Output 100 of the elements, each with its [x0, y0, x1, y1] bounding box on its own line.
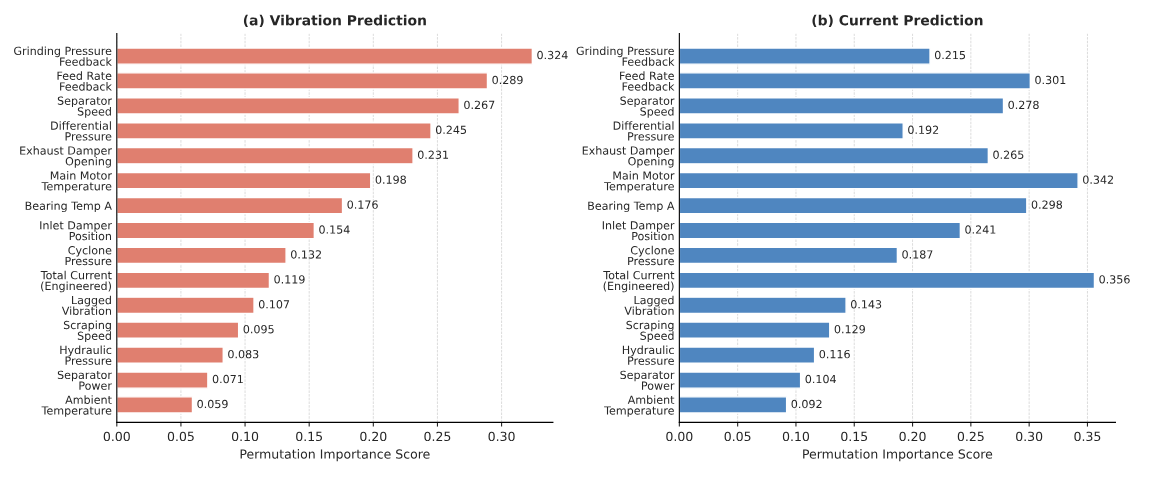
x-tick-label: 0.10	[782, 431, 810, 442]
x-tick-label: 0.25	[424, 431, 451, 442]
y-tick-label: Ambient Temperature	[41, 395, 112, 417]
data-label: 0.187	[902, 250, 933, 259]
x-axis-title: Permutation Importance Score	[240, 449, 430, 462]
bar	[116, 72, 489, 90]
data-label: 0.192	[908, 125, 939, 135]
y-tick-label: Hydraulic Pressure	[622, 345, 674, 365]
x-tick-label: 0.30	[1016, 431, 1043, 442]
x-tick-label: 0.10	[231, 431, 259, 442]
y-tick-label: Inlet Damper Position	[602, 220, 675, 241]
chart-title: (a) Vibration Prediction	[243, 14, 426, 28]
y-tick-label: Feed Rate Feedback	[57, 71, 112, 91]
bar	[679, 346, 816, 364]
x-tick-label: 0.20	[360, 431, 387, 442]
y-tick-label: Total Current (Engineered)	[603, 270, 675, 293]
bar	[679, 122, 904, 140]
bar	[679, 97, 1005, 115]
x-axis-title: Permutation Importance Score	[803, 449, 993, 462]
bar	[116, 371, 209, 389]
y-tick-label: Lagged Vibration	[624, 295, 674, 316]
data-label: 0.107	[258, 300, 290, 309]
y-tick-label: Inlet Damper Position	[40, 220, 112, 241]
data-label: 0.356	[1099, 275, 1130, 284]
data-label: 0.083	[228, 349, 259, 359]
bar	[116, 97, 460, 115]
data-label: 0.267	[464, 100, 495, 110]
data-label: 0.231	[417, 150, 449, 159]
y-tick-label: Bearing Temp A	[588, 201, 675, 213]
bar	[679, 246, 899, 265]
bar	[679, 47, 931, 65]
data-label: 0.215	[934, 50, 966, 60]
x-tick-label: 0.25	[957, 431, 984, 442]
bar	[679, 371, 802, 389]
bar	[116, 321, 240, 339]
bar	[679, 146, 990, 165]
bar	[116, 346, 224, 364]
y-tick-label: Feed Rate Feedback	[620, 71, 675, 91]
data-label: 0.059	[197, 399, 228, 409]
y-tick-label: Hydraulic Pressure	[60, 345, 112, 365]
y-tick-label: Exhaust Damper Opening	[582, 146, 675, 168]
bar	[679, 296, 847, 315]
bar	[679, 321, 831, 339]
y-tick-label: Grinding Pressure Feedback	[576, 46, 675, 66]
data-label: 0.342	[1083, 175, 1113, 184]
data-label: 0.298	[1031, 200, 1063, 209]
chart-title: (b) Current Prediction	[812, 14, 983, 28]
y-tick-label: Cyclone Pressure	[65, 245, 112, 266]
data-label: 0.265	[993, 150, 1024, 159]
data-label: 0.095	[243, 325, 274, 334]
bar	[116, 47, 534, 65]
data-label: 0.324	[537, 50, 568, 60]
y-tick-label: Differential Pressure	[613, 121, 674, 141]
y-tick-label: Bearing Temp A	[25, 201, 112, 213]
data-label: 0.116	[819, 349, 850, 359]
x-tick-label: 0.00	[103, 431, 130, 442]
bar	[679, 271, 1096, 290]
bar	[116, 271, 271, 290]
data-label: 0.289	[492, 75, 523, 85]
data-label: 0.241	[965, 225, 996, 234]
data-label: 0.301	[1035, 75, 1066, 85]
bar	[679, 196, 1028, 215]
bar	[679, 171, 1079, 190]
y-tick-label: Exhaust Damper Opening	[20, 146, 112, 168]
y-tick-label: Separator Speed	[620, 96, 675, 118]
y-tick-label: Lagged Vibration	[61, 295, 111, 316]
y-tick-label: Separator Speed	[57, 96, 112, 118]
data-label: 0.132	[291, 250, 321, 259]
x-tick-label: 0.15	[296, 431, 323, 442]
x-tick-label: 0.35	[1074, 431, 1101, 442]
x-tick-label: 0.30	[488, 431, 515, 442]
y-tick-label: Total Current (Engineered)	[40, 270, 112, 293]
x-tick-label: 0.15	[841, 431, 868, 442]
data-label: 0.119	[274, 275, 305, 284]
y-tick-label: Differential Pressure	[51, 121, 112, 141]
data-label: 0.071	[212, 374, 243, 384]
x-tick-label: 0.20	[899, 431, 926, 442]
bar	[116, 246, 287, 265]
bar	[116, 296, 255, 315]
y-tick-label: Grinding Pressure Feedback	[14, 46, 112, 66]
data-label: 0.104	[805, 374, 836, 384]
bar	[679, 396, 788, 414]
y-tick-label: Main Motor Temperature	[604, 171, 675, 193]
bar	[116, 171, 372, 190]
y-tick-label: Main Motor Temperature	[41, 171, 112, 193]
y-tick-label: Scraping Speed	[626, 320, 674, 343]
y-tick-label: Cyclone Pressure	[628, 245, 674, 266]
bar	[116, 146, 414, 165]
data-label: 0.245	[435, 125, 467, 135]
x-tick-label: 0.05	[167, 431, 194, 442]
data-label: 0.176	[347, 200, 378, 209]
data-label: 0.092	[791, 399, 822, 409]
y-tick-label: Separator Power	[57, 370, 112, 390]
bar	[116, 221, 316, 240]
x-tick-label: 0.05	[724, 431, 751, 442]
x-tick-label: 0.00	[666, 431, 693, 442]
bar	[116, 196, 344, 215]
data-label: 0.198	[375, 175, 406, 184]
bar	[116, 122, 432, 140]
data-label: 0.129	[834, 325, 865, 334]
